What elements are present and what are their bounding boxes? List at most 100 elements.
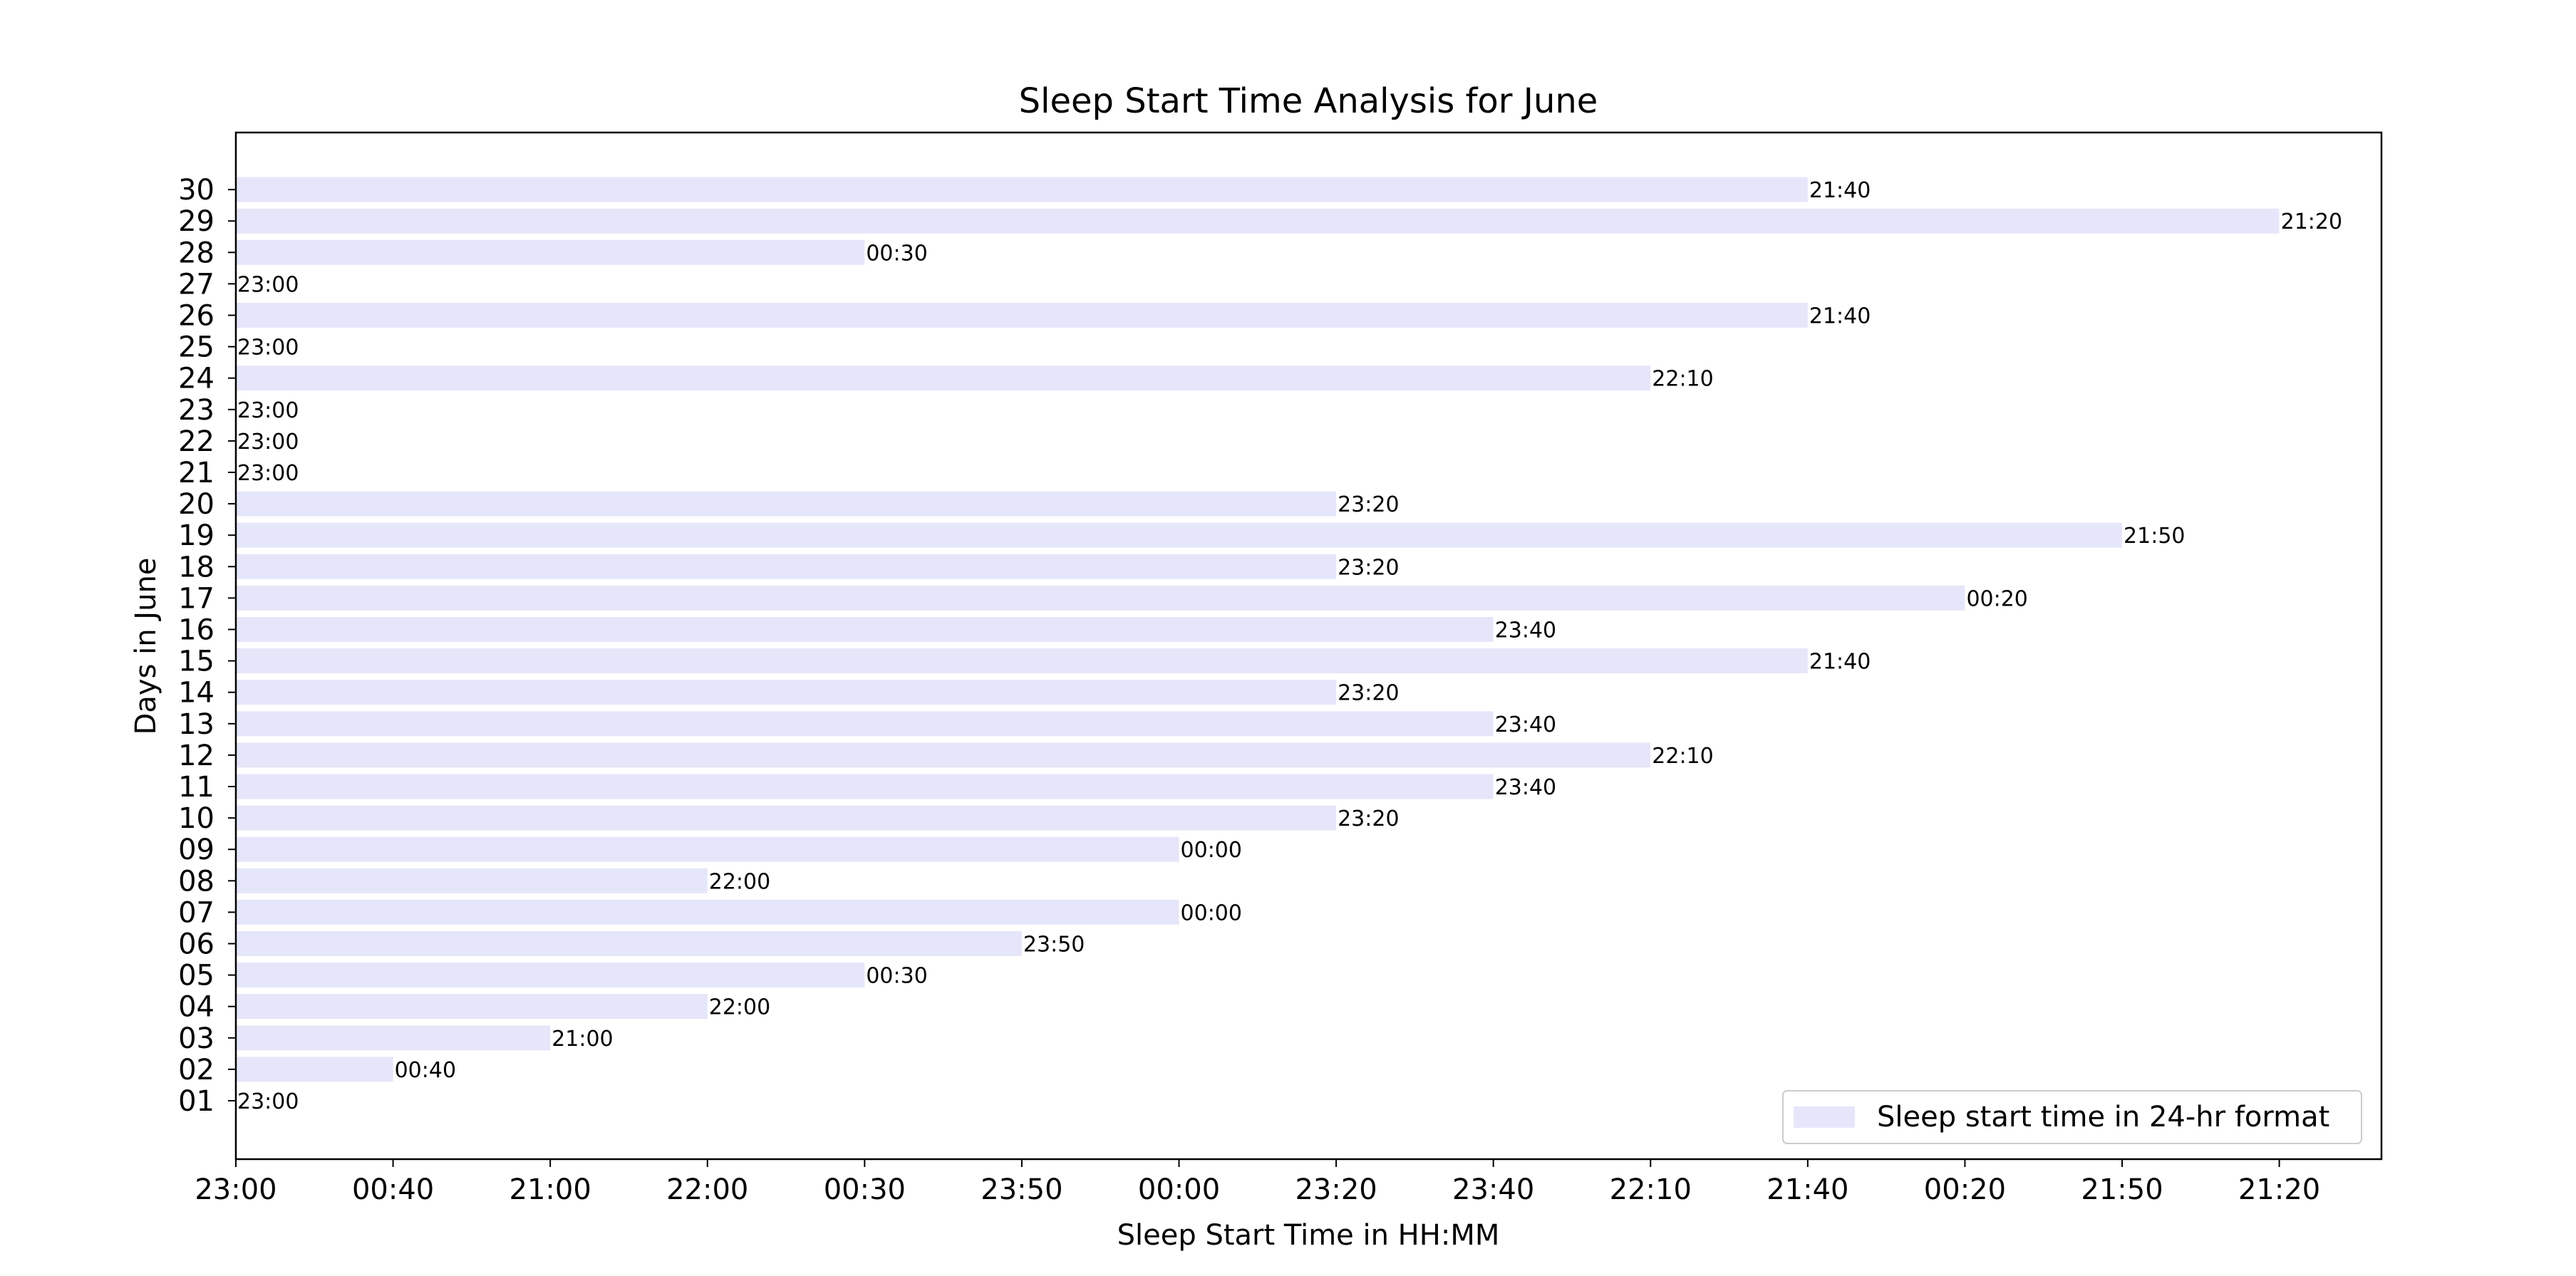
x-tick-label: 21:50 [2081, 1173, 2163, 1206]
chart-title: Sleep Start Time Analysis for June [1019, 81, 1598, 121]
y-tick-label-07: 07 [178, 896, 214, 929]
bar-label-day-07: 00:00 [1181, 901, 1242, 925]
y-tick-label-24: 24 [178, 363, 214, 395]
bar-label-day-02: 00:40 [395, 1058, 456, 1083]
bar-label-day-05: 00:30 [866, 964, 927, 989]
bar-value-labels: 23:00 00:40 21:00 22:00 00:30 23:50 00:00 22:00… [237, 178, 2342, 1114]
bar-label-day-17: 00:20 [1966, 586, 2027, 611]
bar-day-14 [236, 680, 1337, 705]
y-tick-label-26: 26 [178, 300, 214, 333]
bar-day-06 [236, 931, 1022, 956]
bars-group [236, 177, 2280, 1082]
y-tick-label-12: 12 [178, 740, 214, 772]
bar-label-day-16: 23:40 [1495, 618, 1556, 643]
y-tick-label-19: 19 [178, 519, 214, 552]
bar-label-day-20: 23:20 [1338, 492, 1399, 517]
bar-label-day-27: 23:00 [237, 272, 299, 297]
x-tick-label: 22:00 [666, 1173, 748, 1206]
bar-day-05 [236, 963, 865, 988]
bar-day-20 [236, 491, 1337, 517]
y-tick-label-03: 03 [178, 1022, 214, 1055]
y-tick-label-30: 30 [178, 174, 214, 207]
bar-label-day-13: 23:40 [1495, 712, 1556, 737]
x-axis: 23:00 00:40 21:00 22:00 00:30 23:50 00:00 23:20… [195, 1159, 2320, 1206]
x-tick-label: 22:10 [1610, 1173, 1692, 1206]
bar-label-day-26: 21:40 [1809, 304, 1871, 329]
bar-day-30 [236, 177, 1808, 202]
legend-frame [1782, 1090, 2362, 1144]
bar-day-28 [236, 239, 865, 265]
y-tick-label-25: 25 [178, 331, 214, 364]
bar-label-day-21: 23:00 [237, 461, 299, 486]
x-tick-label: 00:40 [352, 1173, 434, 1206]
y-tick-label-09: 09 [178, 834, 214, 866]
y-tick-label-13: 13 [178, 708, 214, 741]
x-tick-label: 21:20 [2238, 1173, 2320, 1206]
bar-label-day-10: 23:20 [1338, 806, 1399, 831]
y-tick-label-28: 28 [178, 237, 214, 269]
bar-day-10 [236, 805, 1337, 831]
y-tick-label-16: 16 [178, 614, 214, 647]
bar-day-29 [236, 208, 2280, 234]
bar-label-day-03: 21:00 [552, 1027, 613, 1052]
bar-label-day-09: 00:00 [1181, 838, 1242, 863]
bar-day-26 [236, 303, 1808, 328]
bar-day-12 [236, 742, 1651, 768]
y-tick-label-14: 14 [178, 677, 214, 710]
legend: Sleep start time in 24-hr format [1782, 1090, 2362, 1144]
bar-label-day-22: 23:00 [237, 430, 299, 455]
x-tick-label: 21:00 [509, 1173, 591, 1206]
y-tick-label-20: 20 [178, 488, 214, 521]
y-tick-label-04: 04 [178, 991, 214, 1024]
bar-label-day-18: 23:20 [1338, 555, 1399, 580]
bar-day-19 [236, 522, 2123, 548]
bar-label-day-11: 23:40 [1495, 775, 1556, 800]
bar-day-09 [236, 836, 1179, 862]
y-tick-label-08: 08 [178, 865, 214, 898]
bar-day-24 [236, 365, 1651, 391]
bar-label-day-01: 23:00 [237, 1089, 299, 1114]
y-tick-label-15: 15 [178, 645, 214, 678]
bar-day-11 [236, 774, 1494, 799]
x-tick-label: 00:30 [824, 1173, 906, 1206]
bar-day-07 [236, 899, 1179, 925]
bar-label-day-30: 21:40 [1809, 178, 1871, 203]
bar-day-13 [236, 711, 1494, 737]
x-tick-label: 23:20 [1295, 1173, 1377, 1206]
bar-label-day-24: 22:10 [1652, 367, 1713, 392]
bar-label-day-08: 22:00 [709, 869, 770, 894]
x-axis-label: Sleep Start Time in HH:MM [1117, 1219, 1500, 1252]
bar-label-day-25: 23:00 [237, 336, 299, 361]
bar-day-04 [236, 994, 708, 1020]
legend-label: Sleep start time in 24-hr format [1877, 1101, 2329, 1134]
x-tick-label: 23:40 [1452, 1173, 1534, 1206]
y-tick-label-17: 17 [178, 582, 214, 615]
bar-label-day-28: 00:30 [866, 241, 927, 266]
y-tick-label-29: 29 [178, 205, 214, 238]
y-tick-label-02: 02 [178, 1054, 214, 1086]
bar-label-day-12: 22:10 [1652, 744, 1713, 769]
bar-label-day-04: 22:00 [709, 995, 770, 1020]
legend-swatch [1794, 1106, 1855, 1128]
y-tick-label-10: 10 [178, 802, 214, 835]
y-tick-label-21: 21 [178, 457, 214, 489]
y-tick-label-06: 06 [178, 928, 214, 961]
x-tick-label: 00:20 [1924, 1173, 2006, 1206]
bar-label-day-19: 21:50 [2124, 524, 2185, 549]
x-tick-label: 23:00 [195, 1173, 276, 1206]
bar-label-day-15: 21:40 [1809, 650, 1871, 675]
bar-label-day-23: 23:00 [237, 398, 299, 423]
y-axis: 0102030405060708091011121314151617181920… [178, 174, 236, 1118]
y-tick-label-23: 23 [178, 394, 214, 427]
y-axis-label: Days in June [130, 558, 162, 735]
y-tick-label-01: 01 [178, 1085, 214, 1118]
bar-day-02 [236, 1057, 393, 1082]
bar-label-day-06: 23:50 [1023, 933, 1085, 958]
bar-day-03 [236, 1025, 551, 1051]
bar-day-16 [236, 617, 1494, 642]
y-tick-label-22: 22 [178, 425, 214, 458]
bar-day-15 [236, 648, 1808, 674]
bar-day-08 [236, 868, 708, 893]
y-tick-label-18: 18 [178, 551, 214, 583]
